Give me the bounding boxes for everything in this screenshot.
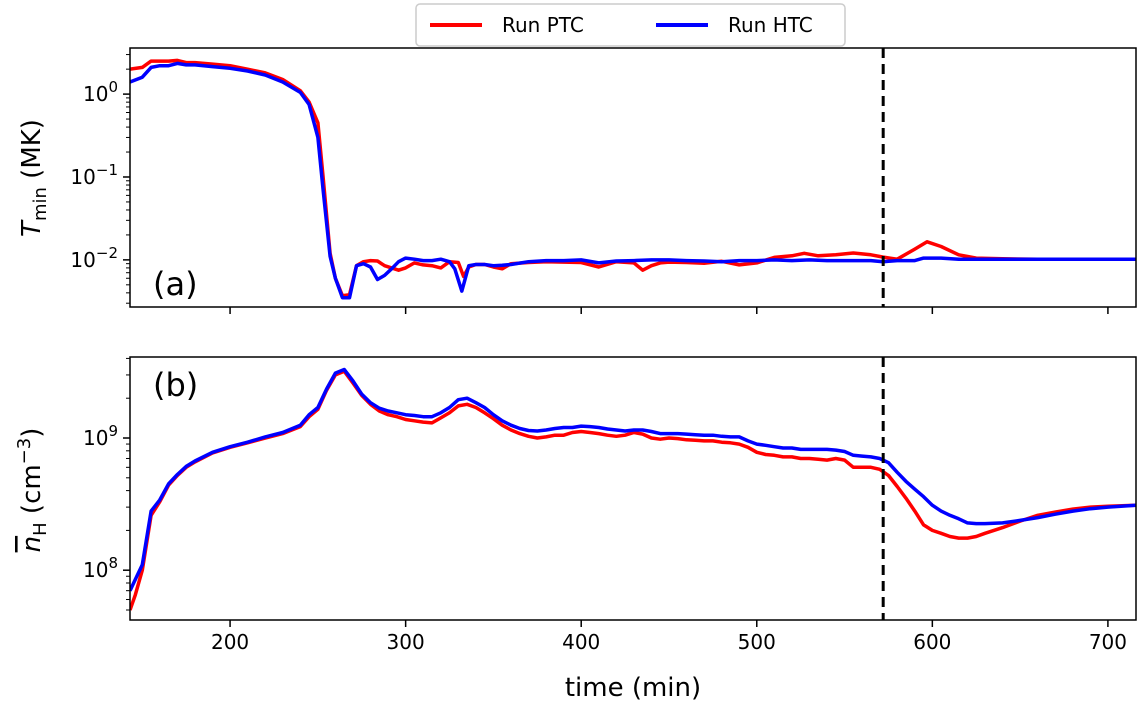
legend-label-htc: Run HTC [728, 13, 813, 37]
x-tick-label: 700 [1089, 630, 1127, 654]
series-line-run-htc [130, 61, 1136, 300]
panel-b-plot-area [130, 367, 1136, 611]
panel-a-ylabel-unit: (MK) [17, 119, 47, 187]
y-tick-label: 10−1 [70, 161, 118, 189]
panel-a-ylabel-main: T [17, 219, 47, 237]
panel-a-ylabel: Tmin (MK) [17, 119, 51, 237]
x-axis-title: time (min) [565, 673, 701, 703]
panel-a-label: (a) [153, 265, 198, 303]
x-tick-label: 400 [562, 630, 600, 654]
panel-b-ylabel-close: ) [17, 428, 47, 438]
panel-b-ylabel-sub: H [30, 522, 51, 536]
panel-b-yaxis: 109 108 [83, 357, 130, 611]
series-line-run-ptc [130, 369, 1136, 611]
panel-b-frame [129, 356, 1137, 621]
panel-a-yaxis: 100 10−1 10−2 [70, 54, 130, 304]
panel-b-ylabel-unit: (cm [17, 464, 47, 522]
panel-a-plot-area [130, 58, 1136, 300]
y-tick-label: 10−2 [70, 244, 118, 272]
y-tick-label: 109 [83, 422, 118, 450]
panel-b: 109 108 200 300 400 500 600 700 (b) nH (cm−3) [14, 356, 1137, 654]
y-tick-label: 108 [83, 554, 118, 582]
panel-b-ylabel-sup: −3 [14, 438, 35, 465]
panel-b-ylabel: nH (cm−3) [14, 428, 51, 553]
legend: Run PTC Run HTC [415, 3, 846, 47]
legend-label-ptc: Run PTC [502, 13, 584, 37]
panel-a-ylabel-sub: min [30, 187, 51, 221]
panel-a-frame [129, 47, 1137, 308]
x-tick-label: 300 [387, 630, 425, 654]
x-tick-label: 600 [913, 630, 951, 654]
panel-a-xaxis [229, 307, 1109, 314]
panel-b-xaxis: 200 300 400 500 600 700 [211, 620, 1127, 654]
panel-b-ylabel-main: n [17, 536, 47, 552]
panel-b-label: (b) [153, 366, 198, 404]
y-tick-label: 100 [83, 78, 118, 106]
series-line-run-htc [130, 367, 1136, 592]
panel-a: 100 10−1 10−2 (a) Tmin (MK) [17, 47, 1137, 314]
legend-frame [415, 3, 846, 47]
x-tick-label: 500 [738, 630, 776, 654]
x-tick-label: 200 [211, 630, 249, 654]
